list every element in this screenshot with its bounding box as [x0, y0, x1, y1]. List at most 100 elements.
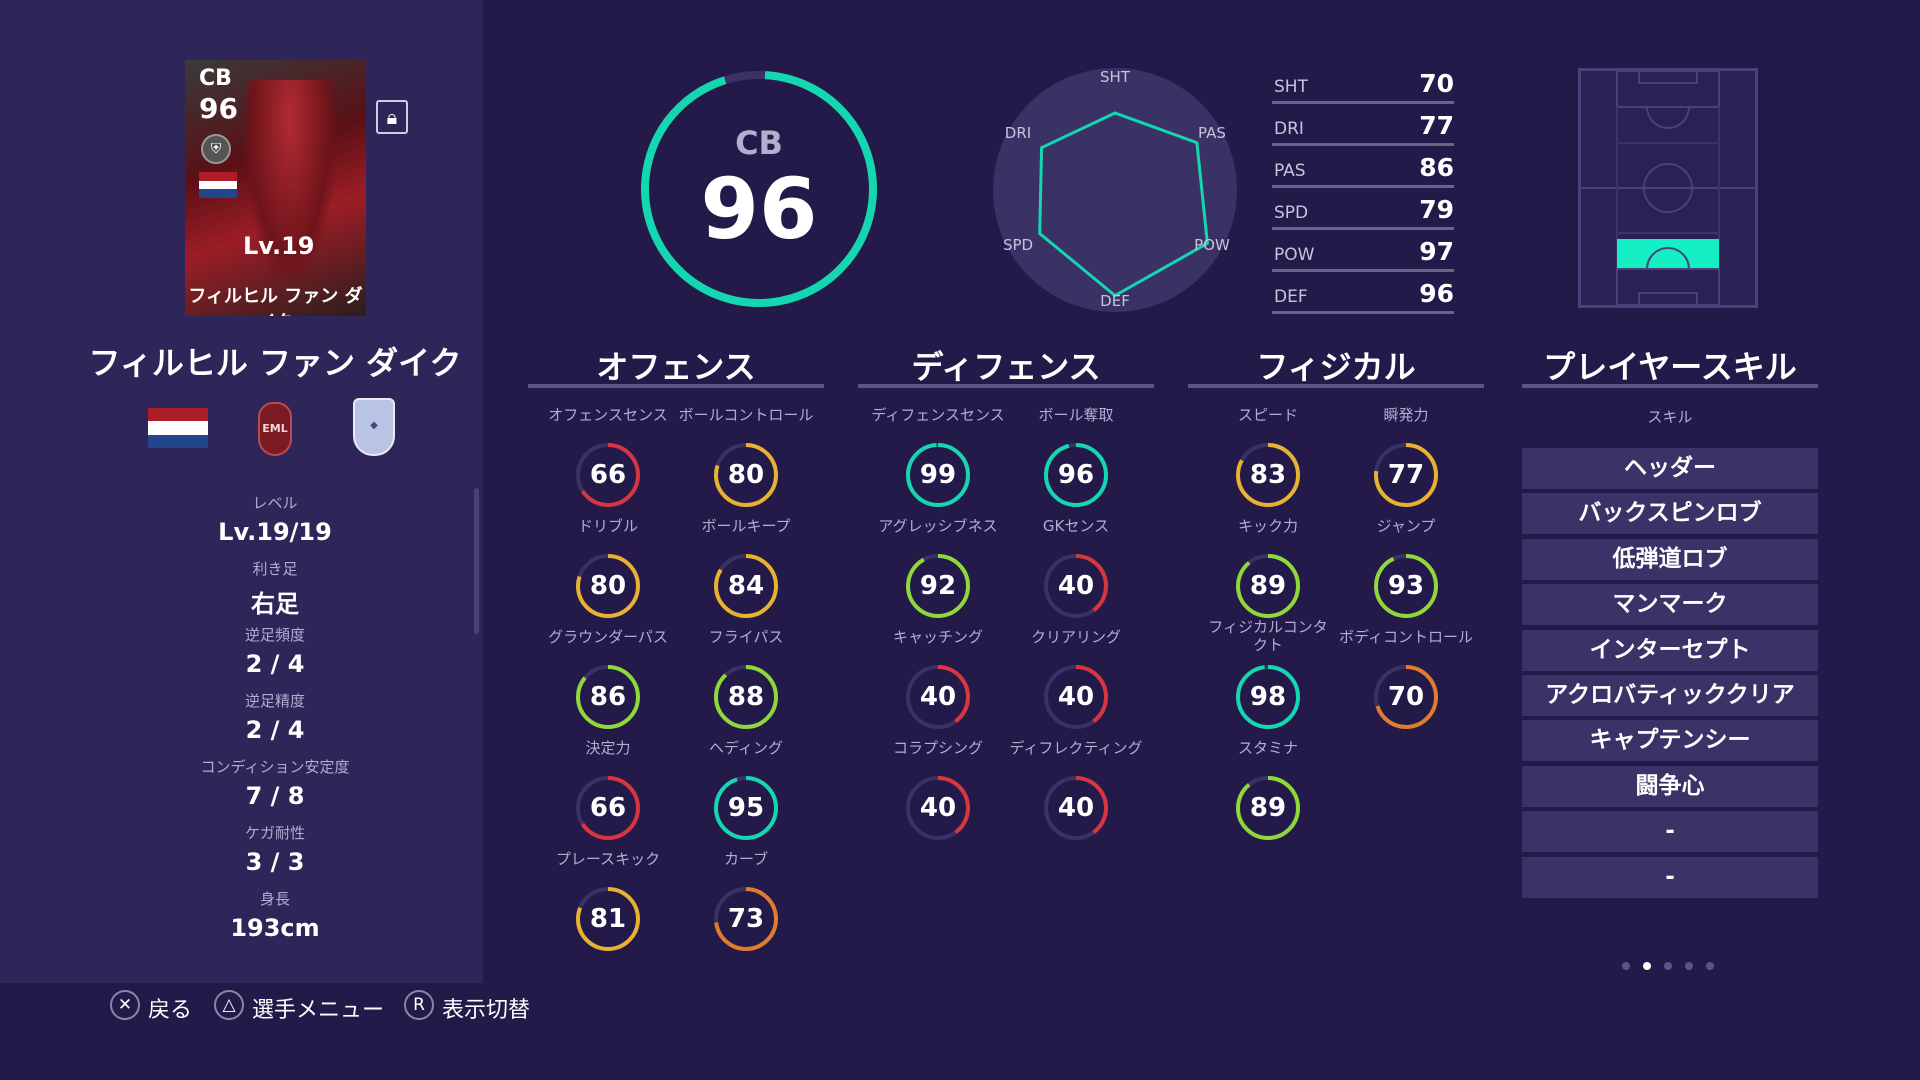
page-indicator-dot[interactable]: [1664, 962, 1672, 970]
lock-icon[interactable]: 🔒︎: [376, 100, 408, 134]
defense-divider: [858, 384, 1154, 388]
skill-item[interactable]: マンマーク: [1522, 584, 1818, 626]
netherlands-flag-icon: [199, 172, 237, 198]
summary-value: 97: [1419, 237, 1454, 266]
stat-ring[interactable]: 40: [1043, 775, 1109, 841]
player-card[interactable]: CB 96 ⛨ Lv.19 フィルヒル ファン ダイク: [185, 60, 366, 316]
footer-action-label[interactable]: 表示切替: [442, 998, 531, 1023]
stat-label: フィジカルコンタクト: [1208, 618, 1328, 654]
stat-ring[interactable]: 40: [1043, 553, 1109, 619]
stat-ring[interactable]: 80: [575, 553, 641, 619]
stat-ring[interactable]: 93: [1373, 553, 1439, 619]
stat-ring[interactable]: 40: [905, 775, 971, 841]
cross-button-icon[interactable]: ✕: [110, 990, 140, 1020]
stat-ring[interactable]: 81: [575, 886, 641, 952]
summary-row-spd: SPD 79: [1272, 189, 1454, 230]
footer-action-label[interactable]: 選手メニュー: [252, 998, 385, 1023]
stat-value: 83: [1249, 460, 1287, 490]
stat-value: 98: [1249, 682, 1287, 712]
summary-value: 79: [1419, 195, 1454, 224]
skills-subtitle: スキル: [1647, 408, 1693, 426]
stat-ring[interactable]: 77: [1373, 442, 1439, 508]
stat-label: クリアリング: [1030, 628, 1121, 646]
stat-ring[interactable]: 89: [1235, 553, 1301, 619]
card-type-badge-icon: ⛨: [201, 134, 231, 164]
stat-ring[interactable]: 86: [575, 664, 641, 730]
stat-label: カーブ: [723, 850, 769, 868]
stat-label: 瞬発力: [1383, 406, 1429, 424]
r-button-icon[interactable]: R: [404, 990, 434, 1020]
summary-value: 70: [1419, 69, 1454, 98]
stat-value: 40: [919, 682, 957, 712]
stat-label: キック力: [1237, 517, 1298, 535]
stat-label: スタミナ: [1237, 739, 1298, 757]
summary-label: SHT: [1274, 77, 1308, 97]
stat-value: 93: [1387, 571, 1425, 601]
stat-ring[interactable]: 70: [1373, 664, 1439, 730]
radar-chart: SHT PAS POW DEF SPD DRI: [990, 60, 1240, 320]
radar-label-dri: DRI: [1004, 124, 1032, 142]
stat-ring[interactable]: 92: [905, 553, 971, 619]
stat-ring[interactable]: 73: [713, 886, 779, 952]
info-value: 7 / 8: [245, 782, 305, 810]
scrollbar[interactable]: [474, 488, 479, 634]
stat-value: 77: [1387, 460, 1425, 490]
main-overall: 96: [700, 160, 818, 258]
player-name: フィルヒル ファン ダイク: [88, 344, 462, 382]
stat-label: 決定力: [585, 739, 631, 757]
skill-item[interactable]: -: [1522, 856, 1818, 898]
skill-item[interactable]: バックスピンロブ: [1522, 493, 1818, 535]
stat-value: 66: [589, 460, 627, 490]
skill-item[interactable]: ヘッダー: [1522, 448, 1818, 489]
page-indicator-dot[interactable]: [1622, 962, 1630, 970]
stat-ring[interactable]: 88: [713, 664, 779, 730]
stat-value: 84: [727, 571, 765, 601]
stat-value: 40: [1057, 793, 1095, 823]
info-value: 193cm: [230, 914, 320, 942]
stat-label: ボールコントロール: [678, 406, 814, 424]
page-indicator-dot[interactable]: [1685, 962, 1693, 970]
stat-label: スピード: [1237, 406, 1298, 424]
stat-ring[interactable]: 83: [1235, 442, 1301, 508]
stat-ring[interactable]: 66: [575, 775, 641, 841]
skill-item[interactable]: -: [1522, 811, 1818, 853]
stat-ring[interactable]: 89: [1235, 775, 1301, 841]
skill-item[interactable]: 低弾道ロブ: [1522, 538, 1818, 580]
skill-item[interactable]: アクロバティッククリア: [1522, 675, 1818, 716]
info-value: 3 / 3: [245, 848, 305, 876]
stat-ring[interactable]: 99: [905, 442, 971, 508]
position-pitch-map: [1578, 68, 1758, 308]
stat-label: ディフレクティング: [1009, 739, 1143, 757]
page-indicator-dot[interactable]: [1643, 962, 1651, 970]
stat-ring[interactable]: 96: [1043, 442, 1109, 508]
footer-action-label[interactable]: 戻る: [148, 998, 193, 1023]
stat-ring[interactable]: 40: [905, 664, 971, 730]
triangle-button-icon[interactable]: △: [214, 990, 244, 1020]
stat-value: 40: [919, 793, 957, 823]
radar-label-pow: POW: [1194, 236, 1230, 254]
stat-value: 66: [589, 793, 627, 823]
info-label: ケガ耐性: [244, 824, 305, 842]
skill-item[interactable]: 闘争心: [1522, 765, 1818, 807]
card-overall: 96: [199, 92, 238, 125]
stat-ring[interactable]: 98: [1235, 664, 1301, 730]
stat-ring[interactable]: 95: [713, 775, 779, 841]
stat-value: 92: [919, 571, 957, 601]
summary-row-pow: POW 97: [1272, 231, 1454, 272]
info-label: 利き足: [252, 560, 298, 578]
stat-label: ドリブル: [577, 517, 638, 535]
skill-item[interactable]: インターセプト: [1522, 629, 1818, 671]
summary-value: 86: [1419, 153, 1454, 182]
stat-value: 95: [727, 793, 765, 823]
skill-item[interactable]: キャプテンシー: [1522, 720, 1818, 762]
stat-value: 89: [1249, 571, 1287, 601]
skills-divider: [1522, 384, 1818, 388]
stat-ring[interactable]: 84: [713, 553, 779, 619]
page-indicator-dot[interactable]: [1706, 962, 1714, 970]
stat-ring[interactable]: 40: [1043, 664, 1109, 730]
stat-label: グラウンダーパス: [548, 628, 668, 646]
stat-ring[interactable]: 66: [575, 442, 641, 508]
stat-label: ディフェンスセンス: [871, 406, 1005, 424]
info-label: 逆足頻度: [244, 626, 305, 644]
stat-ring[interactable]: 80: [713, 442, 779, 508]
